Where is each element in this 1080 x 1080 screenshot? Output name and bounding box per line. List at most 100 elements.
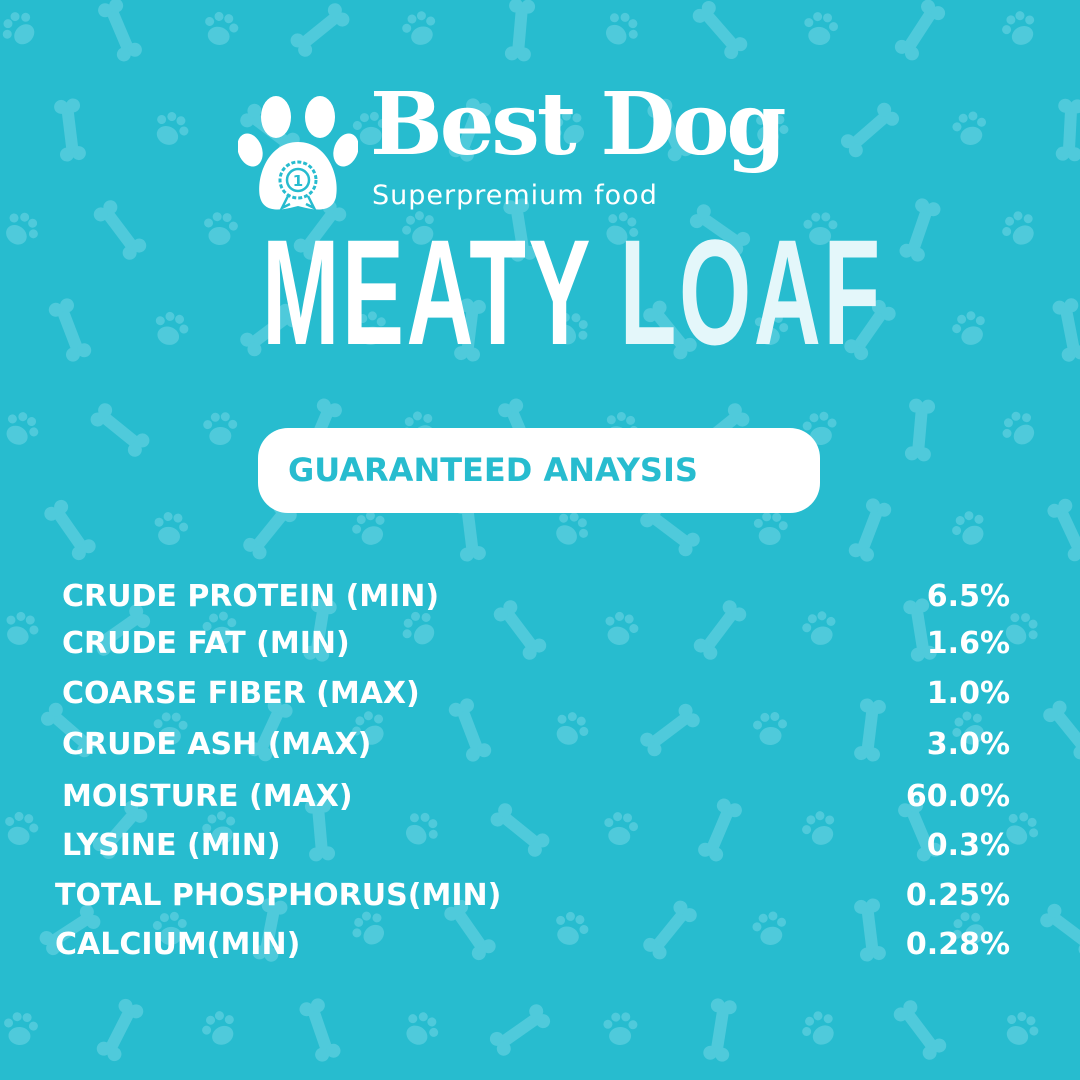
- bone-icon: [39, 904, 101, 956]
- bone-icon: [293, 200, 347, 260]
- paw-print-icon: [4, 1012, 38, 1045]
- paw-print-icon: [556, 712, 589, 745]
- paw-print-icon: [952, 311, 985, 345]
- nutrient-value: 1.6%: [926, 626, 1010, 661]
- paw-print-icon: [402, 11, 436, 45]
- paw-print-icon: [752, 911, 787, 945]
- bone-icon: [848, 498, 892, 562]
- bone-icon: [703, 998, 737, 1062]
- paw-print-icon: [552, 111, 585, 145]
- paw-print-icon: [1005, 613, 1038, 645]
- paw-print-icon: [803, 212, 838, 245]
- paw-print-icon: [156, 112, 189, 145]
- paw-print-icon: [556, 911, 589, 945]
- paw-print-icon: [1006, 812, 1039, 845]
- brand-tagline: Superpremium food: [372, 180, 658, 211]
- bone-icon: [503, 198, 537, 262]
- bone-icon: [1052, 298, 1080, 362]
- bone-icon: [40, 702, 100, 758]
- nutrient-value: 3.0%: [926, 727, 1010, 762]
- paw-print-icon: [6, 611, 39, 645]
- paw-print-icon: [6, 212, 38, 245]
- paw-print-icon: [754, 311, 789, 345]
- paw-print-icon: [603, 1012, 638, 1045]
- paw-print-icon: [352, 111, 387, 145]
- paw-print-icon: [802, 611, 836, 645]
- paw-print-icon: [203, 412, 238, 445]
- analysis-row: CRUDE ASH (MAX) 3.0%: [0, 723, 1080, 767]
- paw-print-icon: [352, 711, 384, 745]
- bone-icon: [643, 900, 697, 960]
- bone-icon: [54, 98, 86, 162]
- nutrient-value: 60.0%: [905, 779, 1010, 814]
- paw-print-icon: [605, 12, 638, 45]
- paw-print-icon: [6, 412, 39, 445]
- bone-icon: [898, 798, 942, 862]
- bone-icon: [304, 798, 336, 862]
- bone-icon: [640, 703, 700, 757]
- bone-icon: [92, 800, 148, 860]
- bone-icon: [89, 604, 151, 656]
- bone-icon: [93, 200, 147, 260]
- nutrient-value: 0.3%: [926, 828, 1010, 863]
- paw-print-icon: [205, 11, 239, 45]
- bone-icon: [448, 98, 492, 162]
- section-heading: GUARANTEED ANAYSIS: [288, 451, 698, 489]
- paw-print-icon: [405, 812, 438, 845]
- nutrient-label: CRUDE FAT (MIN): [62, 626, 350, 661]
- analysis-row: LYSINE (MIN) 0.3%: [0, 824, 1080, 868]
- bone-icon: [844, 299, 896, 361]
- bone-icon: [240, 303, 300, 357]
- paw-print-icon: [5, 811, 39, 845]
- bone-icon: [504, 0, 536, 62]
- bone-icon: [303, 598, 337, 662]
- paw-print-icon: [352, 311, 386, 345]
- nutrient-label: LYSINE (MIN): [62, 828, 281, 863]
- paw-badge-icon: 1: [238, 96, 358, 211]
- bone-icon: [643, 300, 697, 360]
- paw-print-icon: [155, 311, 189, 345]
- svg-text:1: 1: [293, 172, 303, 190]
- title-word-loaf: LOAF: [619, 208, 883, 376]
- nutrient-label: CRUDE ASH (MAX): [62, 727, 372, 762]
- paw-print-icon: [802, 811, 835, 845]
- paw-print-icon: [756, 111, 789, 145]
- paw-print-icon: [1002, 211, 1034, 245]
- paw-print-icon: [402, 611, 435, 645]
- paw-print-icon: [352, 511, 385, 545]
- paw-print-icon: [1002, 11, 1035, 45]
- bone-icon: [444, 899, 496, 961]
- best-dog-logo: 1 Best Dog Superpremium food: [238, 82, 798, 222]
- bone-icon: [96, 998, 144, 1062]
- paw-print-icon: [802, 1011, 834, 1045]
- paw-print-icon: [402, 211, 434, 245]
- paw-print-icon: [753, 712, 788, 745]
- paw-print-icon: [204, 212, 238, 245]
- paw-print-icon: [152, 911, 187, 945]
- paw-print-icon: [1002, 411, 1035, 445]
- analysis-row: TOTAL PHOSPHORUS(MIN) 0.25%: [0, 874, 1080, 918]
- nutrient-value: 0.25%: [905, 878, 1010, 913]
- bone-icon: [1055, 98, 1080, 162]
- bone-icon: [454, 298, 486, 362]
- analysis-row: CALCIUM(MIN) 0.28%: [0, 923, 1080, 967]
- bone-icon: [290, 3, 350, 57]
- bone-icon: [1047, 498, 1080, 562]
- nutrient-label: CRUDE PROTEIN (MIN): [62, 579, 440, 614]
- bone-icon: [893, 1000, 947, 1060]
- section-heading-pill: GUARANTEED ANAYSIS: [258, 428, 820, 513]
- analysis-row: MOISTURE (MAX) 60.0%: [0, 775, 1080, 819]
- bone-icon: [647, 98, 693, 162]
- title-word-meaty: MEATY: [262, 208, 592, 376]
- nutrient-value: 6.5%: [926, 579, 1010, 614]
- bone-icon: [840, 102, 900, 158]
- analysis-row: CRUDE PROTEIN (MIN) 6.5%: [0, 575, 1080, 619]
- paw-print-icon: [406, 1012, 439, 1045]
- bone-icon: [689, 204, 751, 256]
- paw-print-icon: [605, 611, 639, 645]
- paw-print-icon: [153, 712, 188, 745]
- nutrient-label: TOTAL PHOSPHORUS(MIN): [55, 878, 502, 913]
- bone-icon: [448, 698, 492, 762]
- paw-print-icon: [154, 512, 189, 545]
- product-title: MEATY LOAF: [262, 217, 880, 367]
